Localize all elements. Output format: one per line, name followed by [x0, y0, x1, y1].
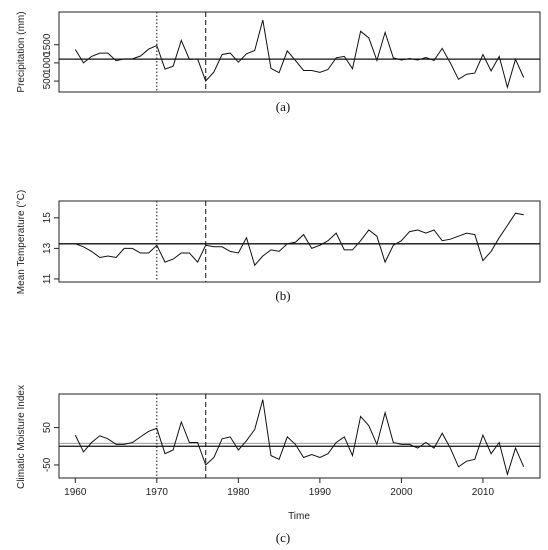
y-tick-label: 1500 — [42, 33, 53, 56]
y-axis-label: Precipitation (mm) — [16, 11, 27, 92]
x-tick-label: 2000 — [390, 487, 413, 498]
panel-label: (a) — [276, 99, 290, 114]
y-ticks: 11 13 15 — [42, 212, 59, 284]
series-line — [74, 399, 525, 477]
y-ticks: -50 50 — [42, 422, 59, 472]
panel-label: (b) — [275, 288, 290, 303]
x-axis-label: Time — [288, 511, 310, 522]
x-tick-label: 1980 — [227, 487, 250, 498]
x-tick-label: 1960 — [64, 487, 87, 498]
series-line — [75, 212, 524, 267]
plot-frame — [58, 200, 541, 283]
plot-frame — [58, 11, 541, 93]
y-tick-label: -50 — [42, 457, 53, 472]
y-tick-label: 11 — [42, 273, 53, 284]
panel-label: (c) — [276, 530, 290, 545]
x-tick-label: 2010 — [472, 487, 495, 498]
plot-frame — [58, 393, 541, 479]
y-axis-label: Mean Temperature (°C) — [16, 190, 27, 294]
y-tick-label: 15 — [42, 212, 53, 224]
y-tick-label: 13 — [42, 242, 53, 254]
y-tick-label: 1000 — [42, 51, 53, 74]
y-tick-label: 500 — [42, 72, 53, 89]
x-tick-label: 1970 — [146, 487, 169, 498]
panel-c: -50 50 1960 1970 1980 1990 2000 2010 Climatic … — [16, 385, 541, 545]
x-ticks: 1960 1970 1980 1990 2000 2010 — [64, 478, 494, 498]
x-tick-label: 1990 — [309, 487, 332, 498]
panel-b: 11 13 15 Mean Temperature (°C) (b) — [16, 190, 541, 303]
y-axis-label: Climatic Moisture Index — [16, 385, 27, 489]
y-tick-label: 50 — [42, 422, 53, 434]
series-line — [74, 19, 525, 90]
